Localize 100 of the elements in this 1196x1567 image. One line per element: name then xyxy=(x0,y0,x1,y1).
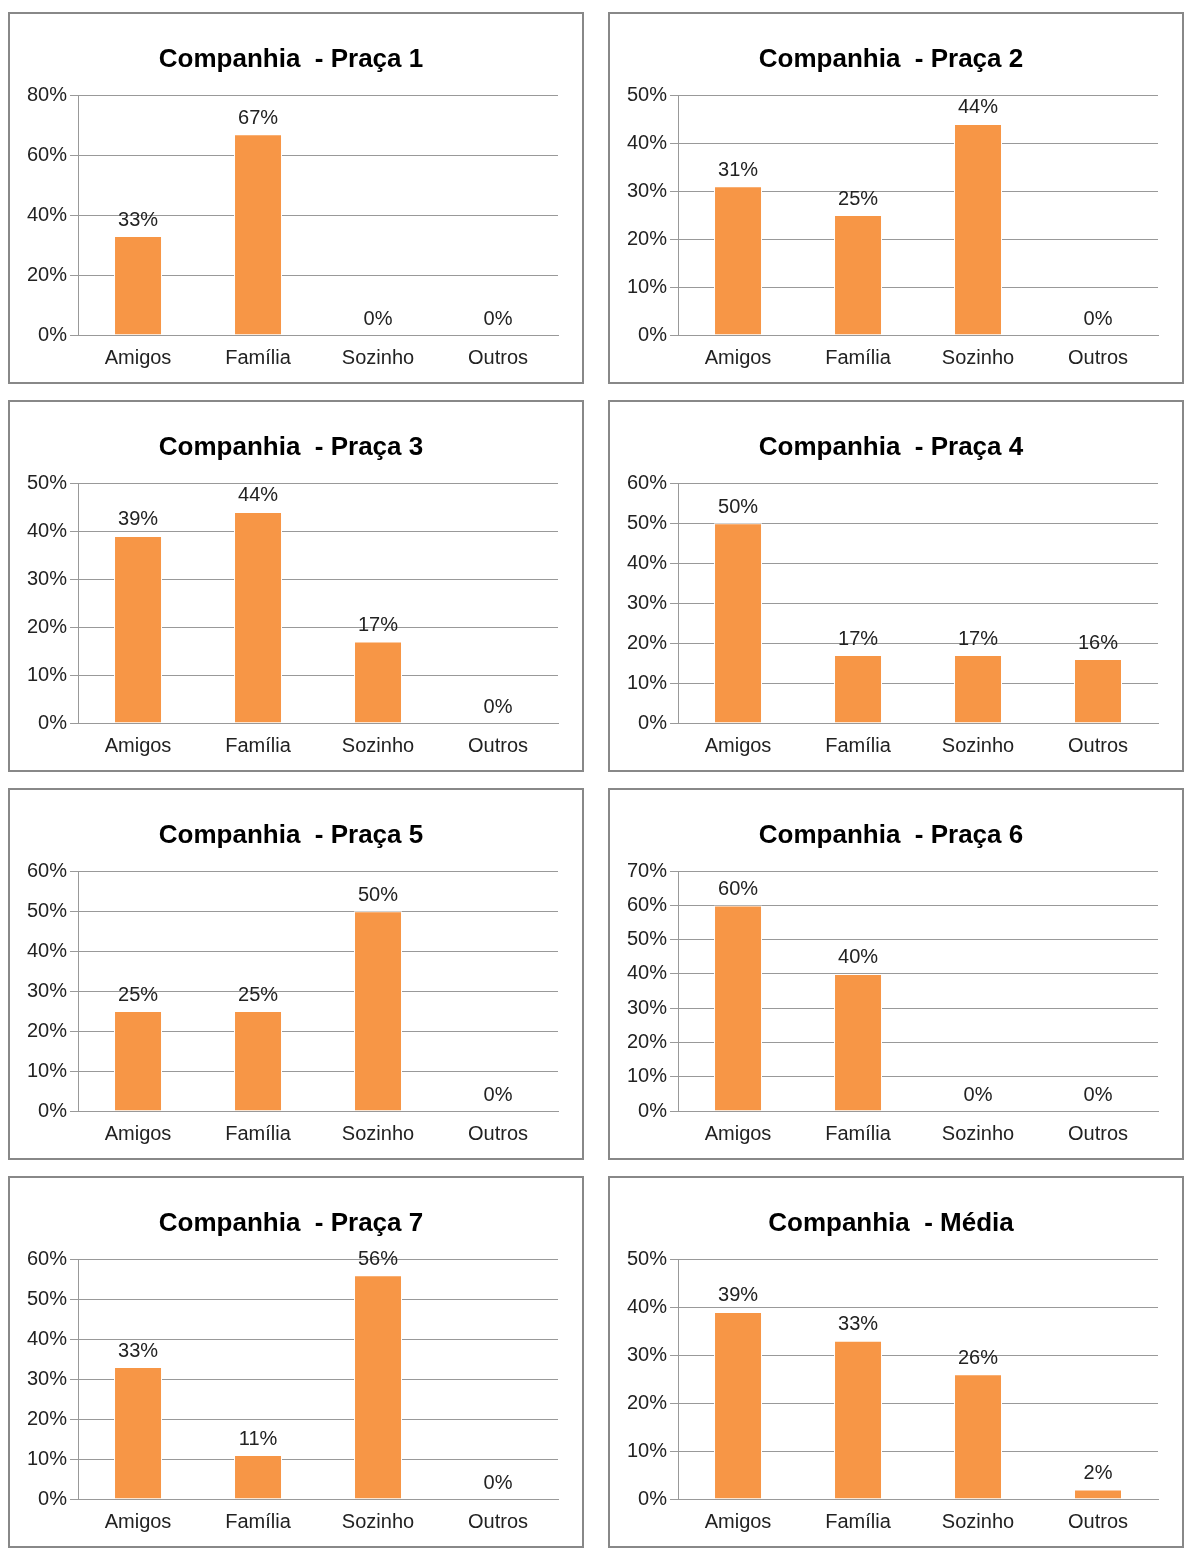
data-label: 0% xyxy=(483,306,513,329)
y-tick-label: 60% xyxy=(27,858,68,881)
data-label: 67% xyxy=(238,105,279,128)
y-tick-label: 60% xyxy=(627,470,668,493)
x-tick-label: Outros xyxy=(467,1121,529,1144)
y-tick-label: 40% xyxy=(627,550,668,573)
y-tick-label: 40% xyxy=(27,518,68,541)
x-tick-label: Outros xyxy=(1067,1121,1129,1144)
x-tick-label: Família xyxy=(225,733,292,756)
x-tick-label: Família xyxy=(225,345,292,368)
y-tick-label: 40% xyxy=(627,130,668,153)
x-tick-label: Amigos xyxy=(704,1509,772,1532)
x-tick-label: Família xyxy=(225,1509,292,1532)
data-label: 17% xyxy=(838,626,879,649)
y-tick-label: 40% xyxy=(27,1326,68,1349)
x-tick-label: Amigos xyxy=(704,345,772,368)
y-tick-label: 10% xyxy=(627,1438,668,1461)
x-tick-label: Sozinho xyxy=(941,1121,1015,1144)
x-tick-label: Família xyxy=(225,1121,292,1144)
y-tick-label: 50% xyxy=(27,898,68,921)
y-tick-label: 0% xyxy=(38,1486,68,1509)
data-label: 33% xyxy=(118,1338,159,1361)
chart-title: Companhia - Praça 1 xyxy=(158,42,424,73)
data-label: 56% xyxy=(358,1246,399,1269)
data-label: 26% xyxy=(958,1345,999,1368)
x-tick-label: Sozinho xyxy=(941,733,1015,756)
y-tick-label: 30% xyxy=(627,995,668,1018)
y-tick-label: 30% xyxy=(27,566,68,589)
x-tick-label: Outros xyxy=(467,1509,529,1532)
x-tick-label: Sozinho xyxy=(341,345,415,368)
data-label: 16% xyxy=(1077,630,1119,653)
y-tick-label: 50% xyxy=(627,510,668,533)
data-label: 40% xyxy=(838,945,879,968)
y-tick-label: 50% xyxy=(27,1286,68,1309)
data-label: 44% xyxy=(958,95,999,118)
data-label: 17% xyxy=(358,612,399,635)
x-tick-label: Amigos xyxy=(704,1121,772,1144)
data-label: 0% xyxy=(483,694,513,717)
y-tick-label: 30% xyxy=(627,178,668,201)
y-tick-label: 20% xyxy=(27,262,68,285)
x-tick-label: Família xyxy=(825,345,892,368)
y-tick-label: 80% xyxy=(27,82,68,105)
x-tick-label: Amigos xyxy=(104,345,172,368)
x-tick-label: Outros xyxy=(1067,733,1129,756)
y-tick-label: 50% xyxy=(627,82,668,105)
data-label: 31% xyxy=(718,157,759,180)
chart-title: Companhia - Praça 7 xyxy=(158,1206,424,1237)
data-label: 0% xyxy=(1083,306,1113,329)
data-label: 0% xyxy=(363,306,393,329)
x-tick-label: Amigos xyxy=(104,1509,172,1532)
chart-title: Companhia - Praça 2 xyxy=(758,42,1024,73)
y-tick-label: 10% xyxy=(27,662,68,685)
x-tick-label: Sozinho xyxy=(341,733,415,756)
data-label: 25% xyxy=(118,982,159,1005)
data-label: 39% xyxy=(718,1283,759,1306)
y-tick-label: 30% xyxy=(27,978,68,1001)
data-label: 39% xyxy=(118,507,159,530)
x-tick-label: Outros xyxy=(467,345,529,368)
y-tick-label: 60% xyxy=(27,1246,68,1269)
y-tick-label: 0% xyxy=(38,322,68,345)
x-tick-label: Outros xyxy=(467,733,529,756)
y-tick-label: 20% xyxy=(627,226,668,249)
x-tick-label: Amigos xyxy=(104,733,172,756)
y-tick-label: 10% xyxy=(27,1446,68,1469)
y-tick-label: 0% xyxy=(638,322,668,345)
data-label: 33% xyxy=(838,1312,879,1335)
data-label: 50% xyxy=(358,882,399,905)
chart-title: Companhia - Praça 6 xyxy=(758,818,1024,849)
y-tick-label: 20% xyxy=(27,614,68,637)
y-tick-label: 30% xyxy=(627,590,668,613)
y-tick-label: 70% xyxy=(627,858,668,881)
y-tick-label: 40% xyxy=(27,202,68,225)
y-tick-label: 30% xyxy=(27,1366,68,1389)
y-tick-label: 50% xyxy=(627,1246,668,1269)
data-label: 33% xyxy=(118,207,159,230)
chart-title: Companhia - Média xyxy=(768,1206,1015,1237)
y-tick-label: 20% xyxy=(627,1030,668,1052)
data-label: 11% xyxy=(238,1426,278,1449)
x-tick-label: Sozinho xyxy=(941,1509,1015,1532)
x-tick-label: Amigos xyxy=(704,733,772,756)
y-tick-label: 50% xyxy=(627,927,668,950)
y-tick-label: 0% xyxy=(638,1098,668,1121)
y-tick-label: 20% xyxy=(27,1406,68,1429)
y-tick-label: 0% xyxy=(638,710,668,733)
x-tick-label: Sozinho xyxy=(341,1509,415,1532)
data-label: 60% xyxy=(718,876,759,899)
y-tick-label: 10% xyxy=(27,1058,68,1081)
chart-title: Companhia - Praça 5 xyxy=(158,818,424,849)
y-tick-label: 40% xyxy=(627,961,668,984)
y-tick-label: 10% xyxy=(627,670,668,693)
x-tick-label: Família xyxy=(825,1509,892,1532)
y-tick-label: 0% xyxy=(638,1486,668,1509)
data-label: 50% xyxy=(718,494,759,517)
data-label: 17% xyxy=(958,626,999,649)
y-tick-label: 40% xyxy=(627,1294,668,1317)
y-tick-label: 20% xyxy=(27,1018,68,1041)
y-tick-label: 0% xyxy=(38,710,68,733)
data-label: 44% xyxy=(238,483,279,506)
y-tick-label: 60% xyxy=(627,892,668,915)
y-tick-label: 10% xyxy=(627,274,668,297)
